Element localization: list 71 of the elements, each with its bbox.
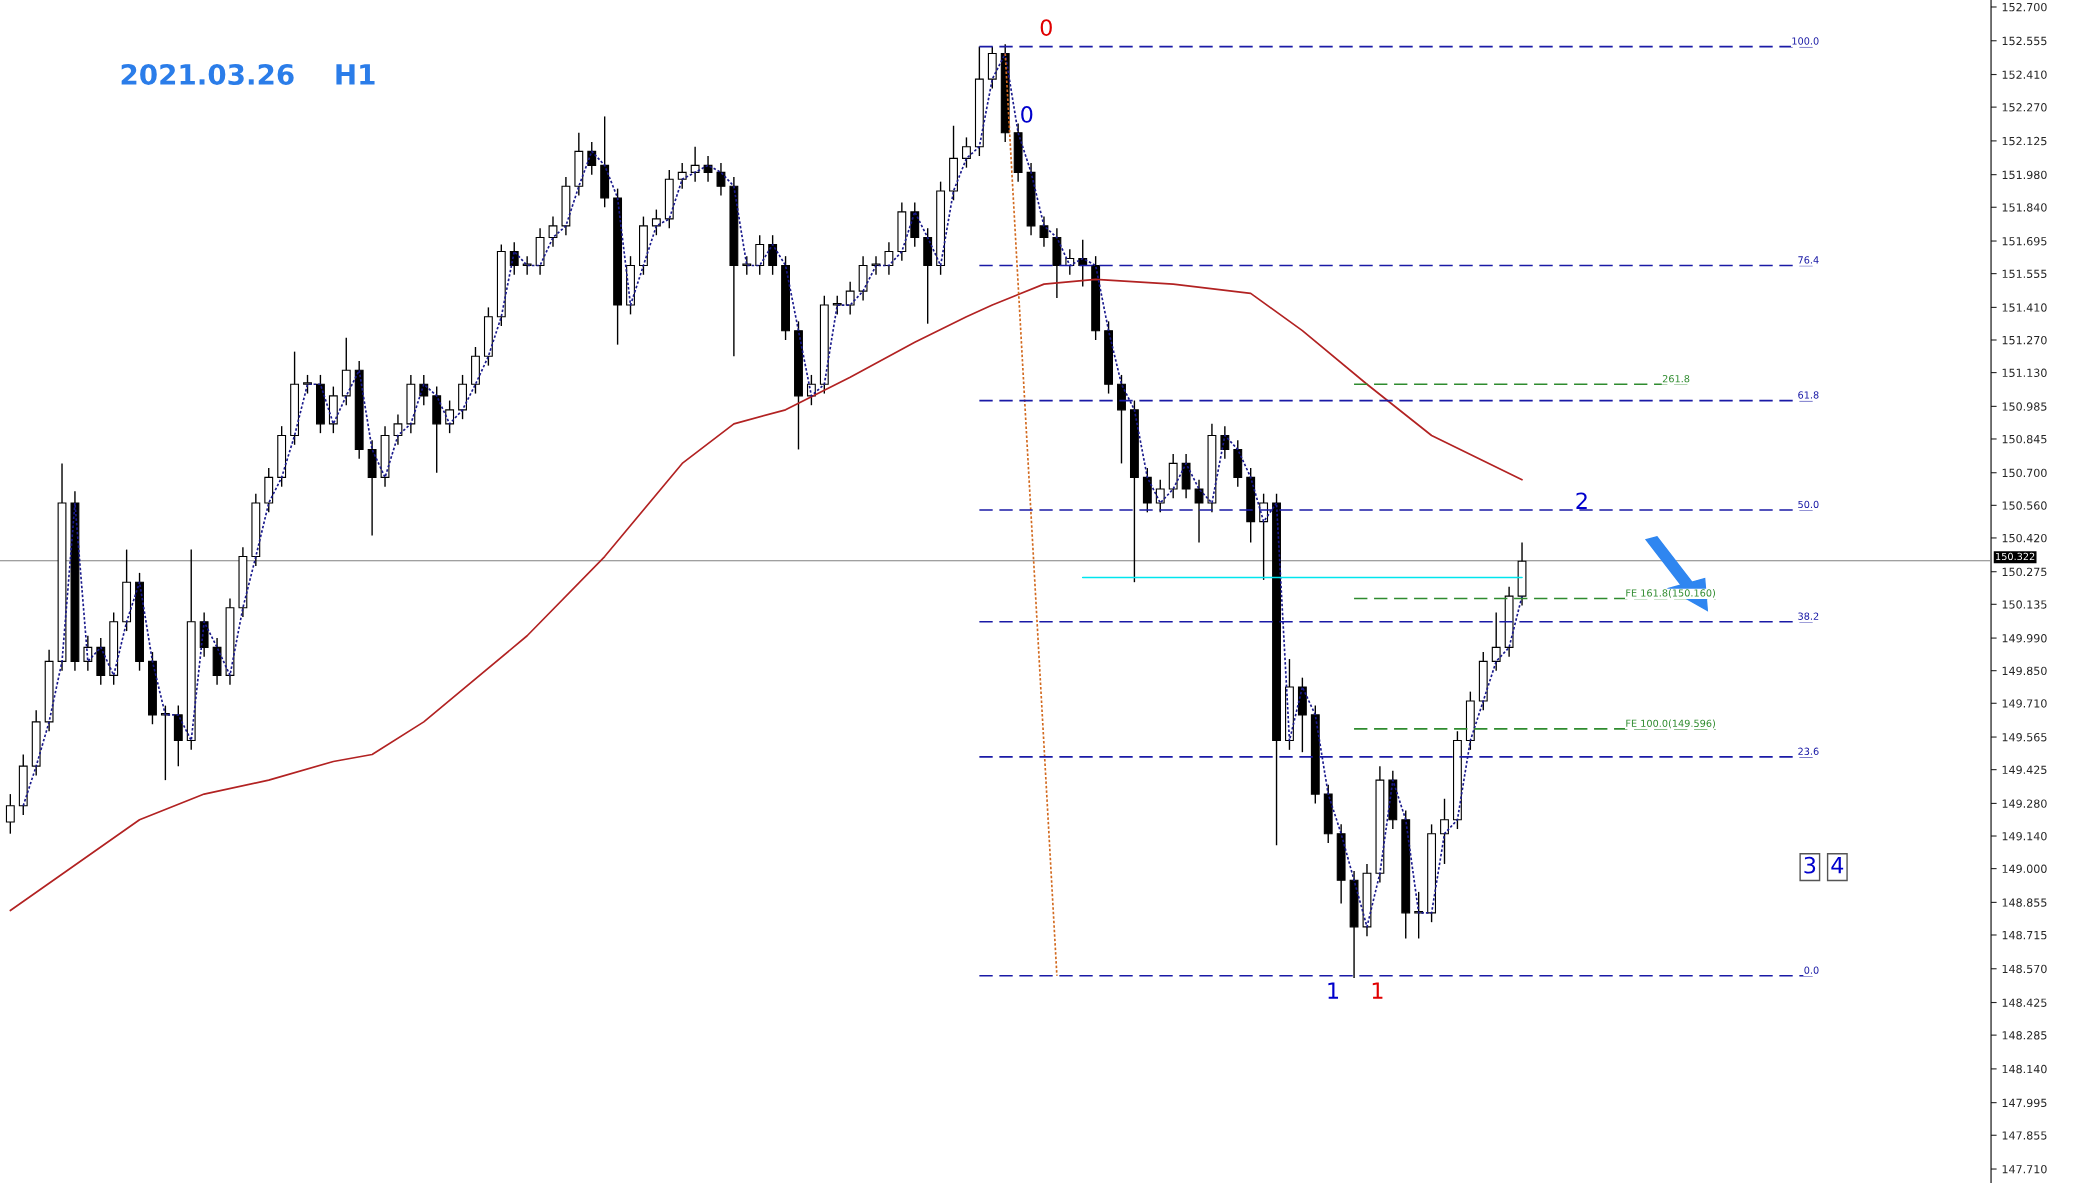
candlestick [1155, 479, 1165, 514]
y-tick-label: 152.125 [2002, 136, 2047, 146]
candlestick [1194, 479, 1204, 544]
y-tick-label: 152.700 [2002, 2, 2047, 12]
y-tick-label: 151.695 [2002, 237, 2047, 246]
candlestick [1491, 611, 1501, 672]
annotation: 1 [1372, 982, 1383, 999]
candlestick [755, 234, 765, 276]
series-label: FE 161.8(150.160) [1626, 589, 1715, 598]
candlestick [1039, 215, 1049, 248]
y-tick-label: 150.845 [2002, 434, 2047, 444]
y-tick-label: 151.130 [2002, 368, 2047, 377]
y-tick-label: 151.270 [2002, 335, 2047, 345]
y-tick-label: 148.140 [2002, 1064, 2047, 1074]
y-tick-label: 150.560 [2002, 501, 2047, 510]
annotation: 0 [1021, 106, 1033, 123]
y-tick-label: 152.270 [2002, 103, 2047, 112]
y-tick-label: 149.850 [2002, 666, 2047, 676]
y-tick-label: 149.425 [2002, 765, 2047, 775]
candlestick [677, 162, 687, 190]
candlestick [303, 374, 312, 395]
annotation: 2 [1576, 492, 1587, 509]
y-tick-label: 148.855 [2002, 898, 2047, 907]
y-tick-label: 148.285 [2002, 1031, 2047, 1040]
candlestick [393, 413, 403, 446]
text: 2021.03.26 H1 [121, 63, 375, 85]
line-series [9, 278, 1523, 912]
y-tick-label: 149.990 [2002, 634, 2047, 643]
y-tick-label: 150.135 [2002, 600, 2047, 609]
ref-line-label: 150.322 [1996, 552, 2035, 561]
candlestick [871, 255, 881, 276]
candlestick [845, 281, 855, 316]
y-tick-label: 152.555 [2002, 36, 2047, 46]
candlestick [5, 793, 15, 835]
series-label: FE 100.0(149.596) [1626, 719, 1715, 729]
candlestick [445, 399, 455, 434]
annotation: 0 [1040, 19, 1052, 37]
candlestick [742, 255, 752, 276]
candlestick [651, 208, 661, 236]
y-tick-label: 150.985 [2002, 402, 2047, 411]
y-tick-label: 147.995 [2002, 1098, 2047, 1108]
y-tick-label: 149.710 [2002, 699, 2047, 708]
candlestick [548, 215, 558, 248]
candlestick [962, 136, 971, 169]
annotation: 3 [1804, 856, 1816, 874]
y-tick-label: 151.410 [2002, 303, 2047, 312]
candlestick [1440, 798, 1449, 865]
y-tick-label: 151.980 [2002, 170, 2047, 180]
y-tick-label: 149.000 [2002, 864, 2047, 873]
annotation: 4 [1831, 857, 1844, 874]
y-tick-label: 147.855 [2002, 1131, 2047, 1140]
y-tick-label: 149.280 [2002, 799, 2047, 808]
y-tick-label: 150.275 [2002, 567, 2047, 577]
candlestick [690, 146, 700, 183]
y-tick-label: 152.410 [2002, 70, 2047, 79]
y-tick-label: 149.140 [2002, 831, 2047, 841]
y-tick-label: 148.570 [2002, 964, 2047, 974]
y-tick-label: 148.715 [2002, 930, 2047, 940]
annotation: 1 [1328, 982, 1339, 999]
candlestick [768, 234, 778, 276]
y-tick-label: 147.710 [2002, 1165, 2047, 1174]
candlestick [884, 241, 894, 276]
y-tick-label: 150.420 [2002, 533, 2047, 543]
y-tick-label: 150.700 [2002, 468, 2047, 478]
y-tick-label: 151.555 [2002, 269, 2047, 279]
y-tick-label: 151.840 [2002, 203, 2047, 212]
y-tick-label: 149.565 [2002, 733, 2047, 742]
y-tick-label: 148.425 [2002, 998, 2047, 1007]
candlestick [1414, 891, 1424, 940]
candlestick [522, 255, 532, 276]
candlestick [716, 162, 726, 197]
